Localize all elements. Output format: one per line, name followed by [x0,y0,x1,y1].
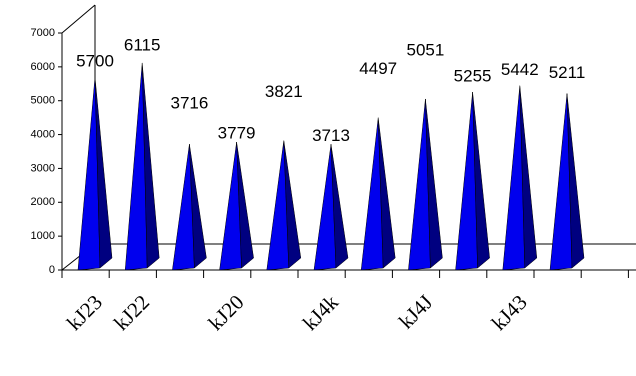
y-tick-label: 0 [49,264,55,276]
value-label: 5442 [501,60,539,79]
pyramid-side [425,98,443,269]
y-tick-label: 2000 [31,196,55,208]
x-tick-label: kJ43 [487,290,532,335]
pyramid-side [472,92,490,269]
pyramid-side [189,144,207,269]
pyramid-side [566,93,585,269]
pyramid-side [283,140,302,269]
x-tick-label: kJ22 [109,290,154,335]
value-label: 5255 [454,67,492,86]
x-tick-label: kJ4k [298,290,343,335]
y-tick-label: 6000 [31,61,55,73]
pyramid-side [141,62,160,269]
value-label: 3779 [218,124,256,143]
x-tick-label: kJ23 [62,290,107,335]
pyramid-side [236,142,254,269]
pyramid-side [377,117,396,269]
pyramid-side [519,85,538,269]
value-label: 5211 [549,63,586,82]
pyramid-side [94,76,113,269]
y-tick-label: 5000 [31,95,55,107]
value-label: 4497 [359,59,397,78]
value-label: 3716 [170,94,208,113]
value-label: 6115 [124,35,161,54]
y-tick-label: 3000 [31,162,55,174]
value-label: 3713 [312,126,350,145]
wall-edge [61,4,96,34]
y-tick-label: 1000 [31,230,55,242]
value-label: 5051 [406,40,444,59]
value-label: 5700 [76,51,114,70]
x-tick-label: kJ4J [394,290,437,333]
y-tick-label: 7000 [31,27,55,39]
pyramid-side [330,144,349,269]
x-tick-label: kJ20 [204,290,249,335]
y-tick-label: 4000 [31,128,55,140]
value-label: 3821 [265,82,303,101]
